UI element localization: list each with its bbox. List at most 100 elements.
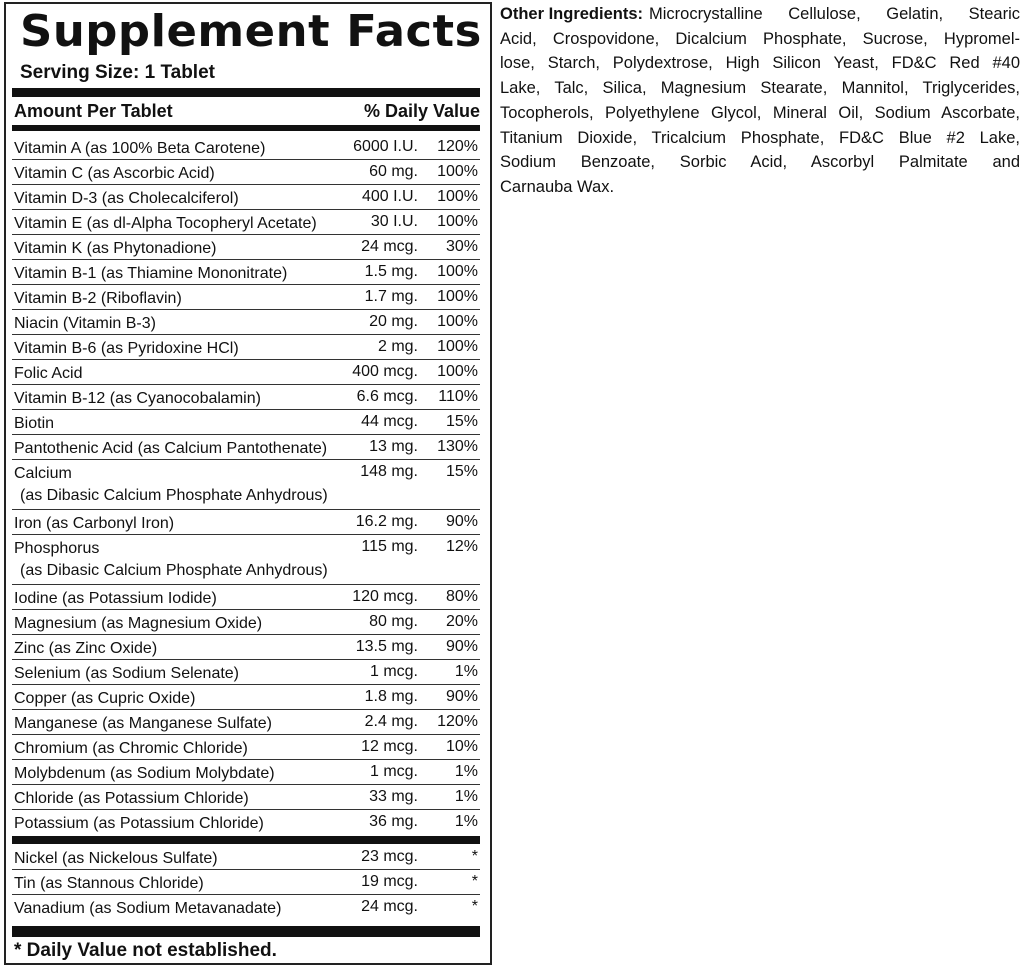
divider-thick [12, 926, 480, 937]
nutrient-daily-value: 100% [437, 313, 478, 330]
nutrient-daily-value: 12% [445, 538, 478, 555]
nutrient-amount: 60 mg. [369, 163, 418, 180]
nutrient-row: Vanadium (as Sodium Metavanadate) 24 mcg.… [12, 895, 480, 920]
divider-thick [12, 125, 480, 131]
nutrient-daily-value: * [471, 873, 478, 890]
nutrient-amount: 6000 I.U. [353, 138, 418, 155]
nutrient-name: Vitamin B-2 (Riboflavin) [14, 288, 182, 310]
nutrient-amount: 30 I.U. [370, 213, 418, 230]
nutrient-name: Vitamin E (as dl-Alpha Tocopheryl Acetat… [14, 213, 317, 235]
nutrient-daily-value: 30% [445, 238, 478, 255]
nutrient-name-text: Magnesium (as Magnesium Oxide) [14, 615, 263, 632]
header-daily-value: % Daily Value [363, 101, 480, 121]
header-amount: Amount Per Tablet [14, 101, 173, 121]
other-nutrient-list: Nickel (as Nickelous Sulfate) 23 mcg. * Tin… [12, 845, 480, 920]
ingredients-line: Titanium Dioxide, Tricalcium Phosphate, … [500, 128, 1020, 147]
nutrient-name: Chromium (as Chromic Chloride) [14, 738, 248, 760]
nutrient-amount: 20 mg. [369, 313, 418, 330]
nutrient-daily-value: 90% [445, 688, 478, 705]
nutrient-amount: 24 mcg. [361, 238, 418, 255]
nutrient-row: Pantothenic Acid (as Calcium Pantothenat… [12, 435, 480, 460]
nutrient-row: Vitamin B-1 (as Thiamine Mononitrate) 1.5… [12, 260, 480, 285]
nutrient-name-text: Vitamin B-1 (as Thiamine Mononitrate) [14, 265, 288, 282]
nutrient-name: Vitamin B-1 (as Thiamine Mononitrate) [14, 263, 287, 285]
nutrient-amount: 1.8 mg. [364, 688, 418, 705]
nutrient-name: Selenium (as Sodium Selenate) [14, 663, 239, 685]
nutrient-row: Vitamin D-3 (as Cholecalciferol) 400 I.U.… [12, 185, 480, 210]
nutrient-daily-value: 110% [438, 388, 478, 405]
nutrient-amount: 13.5 mg. [355, 638, 418, 655]
nutrient-name: Vitamin B-6 (as Pyridoxine HCl) [14, 338, 239, 360]
nutrient-row: Selenium (as Sodium Selenate) 1 mcg. 1% [12, 660, 480, 685]
nutrient-row: Iodine (as Potassium Iodide) 120 mcg. 80% [12, 585, 480, 610]
nutrient-row: Chloride (as Potassium Chloride) 33 mg. 1% [12, 785, 480, 810]
nutrient-amount: 1.5 mg. [364, 263, 418, 280]
nutrient-row: Vitamin C (as Ascorbic Acid) 60 mg. 100% [12, 160, 480, 185]
nutrient-daily-value: 10% [445, 738, 478, 755]
ingredients-line: Sodium Benzoate, Sorbic Acid, Ascorbyl P… [500, 153, 1020, 172]
nutrient-name-text: Phosphorus [14, 540, 100, 557]
nutrient-name: Magnesium (as Magnesium Oxide) [14, 613, 262, 635]
nutrient-name: Vitamin C (as Ascorbic Acid) [14, 163, 215, 185]
nutrient-name-text: Iron (as Carbonyl Iron) [14, 515, 175, 532]
nutrient-name-text: Biotin [14, 415, 55, 432]
nutrient-name: Pantothenic Acid (as Calcium Pantothenat… [14, 438, 327, 460]
nutrient-row: Zinc (as Zinc Oxide) 13.5 mg. 90% [12, 635, 480, 660]
nutrient-name-text: Zinc (as Zinc Oxide) [14, 640, 158, 657]
nutrient-name-text: Vitamin B-2 (Riboflavin) [14, 290, 182, 307]
nutrient-daily-value: 15% [445, 413, 478, 430]
nutrient-amount: 115 mg. [361, 538, 418, 555]
nutrient-row: Folic Acid 400 mcg. 100% [12, 360, 480, 385]
column-header: Amount Per Tablet % Daily Value [14, 101, 480, 122]
divider-thick [12, 88, 480, 97]
serving-size: Serving Size: 1 Tablet [20, 62, 215, 83]
ingredients-line: Acid, Crospovidone, Dicalcium Phosphate,… [500, 29, 1020, 48]
nutrient-name: Vanadium (as Sodium Metavanadate) [14, 898, 281, 920]
nutrient-daily-value: 1% [454, 663, 478, 680]
nutrient-amount: 1 mcg. [369, 663, 418, 680]
nutrient-row: Iron (as Carbonyl Iron) 16.2 mg. 90% [12, 510, 480, 535]
nutrient-name: Iron (as Carbonyl Iron) [14, 513, 174, 535]
nutrient-name-text: Vanadium (as Sodium Metavanadate) [14, 900, 282, 917]
nutrient-name-text: Chloride (as Potassium Chloride) [14, 790, 249, 807]
nutrient-amount: 24 mcg. [361, 898, 418, 915]
nutrient-amount: 6.6 mcg. [356, 388, 418, 405]
nutrient-name: Biotin [14, 413, 54, 435]
nutrient-name: Potassium (as Potassium Chloride) [14, 813, 264, 835]
nutrient-row: Vitamin B-12 (as Cyanocobalamin) 6.6 mcg.… [12, 385, 480, 410]
nutrient-row: Molybdenum (as Sodium Molybdate) 1 mcg. 1% [12, 760, 480, 785]
nutrient-row: Chromium (as Chromic Chloride) 12 mcg. 10% [12, 735, 480, 760]
nutrient-amount: 80 mg. [369, 613, 418, 630]
nutrient-row: Nickel (as Nickelous Sulfate) 23 mcg. * [12, 845, 480, 870]
nutrient-amount: 19 mcg. [361, 873, 418, 890]
nutrient-name: Vitamin A (as 100% Beta Carotene) [14, 138, 265, 160]
panel-title: Supplement Facts [20, 6, 482, 57]
nutrient-daily-value: 15% [445, 463, 478, 480]
nutrient-list: Vitamin A (as 100% Beta Carotene) 6000 I.… [12, 135, 480, 835]
nutrient-name-text: Vitamin B-12 (as Cyanocobalamin) [14, 390, 261, 407]
nutrient-daily-value: 100% [437, 188, 478, 205]
nutrient-name: Calcium (as Dibasic Calcium Phosphate Anh… [14, 463, 328, 507]
nutrient-source: (as Dibasic Calcium Phosphate Anhydrous) [20, 487, 328, 504]
nutrient-row: Vitamin B-2 (Riboflavin) 1.7 mg. 100% [12, 285, 480, 310]
nutrient-daily-value: 90% [445, 513, 478, 530]
other-ingredients-label: Other Ingredients: [500, 5, 644, 23]
nutrient-daily-value: 100% [437, 288, 478, 305]
nutrient-row: Tin (as Stannous Chloride) 19 mcg. * [12, 870, 480, 895]
nutrient-name: Vitamin D-3 (as Cholecalciferol) [14, 188, 239, 210]
divider-thick [12, 836, 480, 844]
nutrient-row: Magnesium (as Magnesium Oxide) 80 mg. 20% [12, 610, 480, 635]
nutrient-daily-value: 80% [445, 588, 478, 605]
supplement-facts-panel: Supplement Facts Serving Size: 1 Tablet [4, 2, 492, 965]
nutrient-name-text: Vitamin C (as Ascorbic Acid) [14, 165, 215, 182]
nutrient-name: Phosphorus (as Dibasic Calcium Phosphate … [14, 538, 328, 582]
nutrient-amount: 1 mcg. [369, 763, 418, 780]
ingredients-line: lose, Starch, Polydextrose, High Silicon… [500, 54, 1020, 73]
nutrient-source: (as Dibasic Calcium Phosphate Anhydrous) [20, 562, 328, 579]
nutrient-daily-value: 130% [437, 438, 478, 455]
nutrient-amount: 2 mg. [377, 338, 418, 355]
nutrient-daily-value: 100% [437, 263, 478, 280]
nutrient-name: Iodine (as Potassium Iodide) [14, 588, 217, 610]
nutrient-name-text: Nickel (as Nickelous Sulfate) [14, 850, 218, 867]
nutrient-row: Phosphorus (as Dibasic Calcium Phosphate … [12, 535, 480, 585]
